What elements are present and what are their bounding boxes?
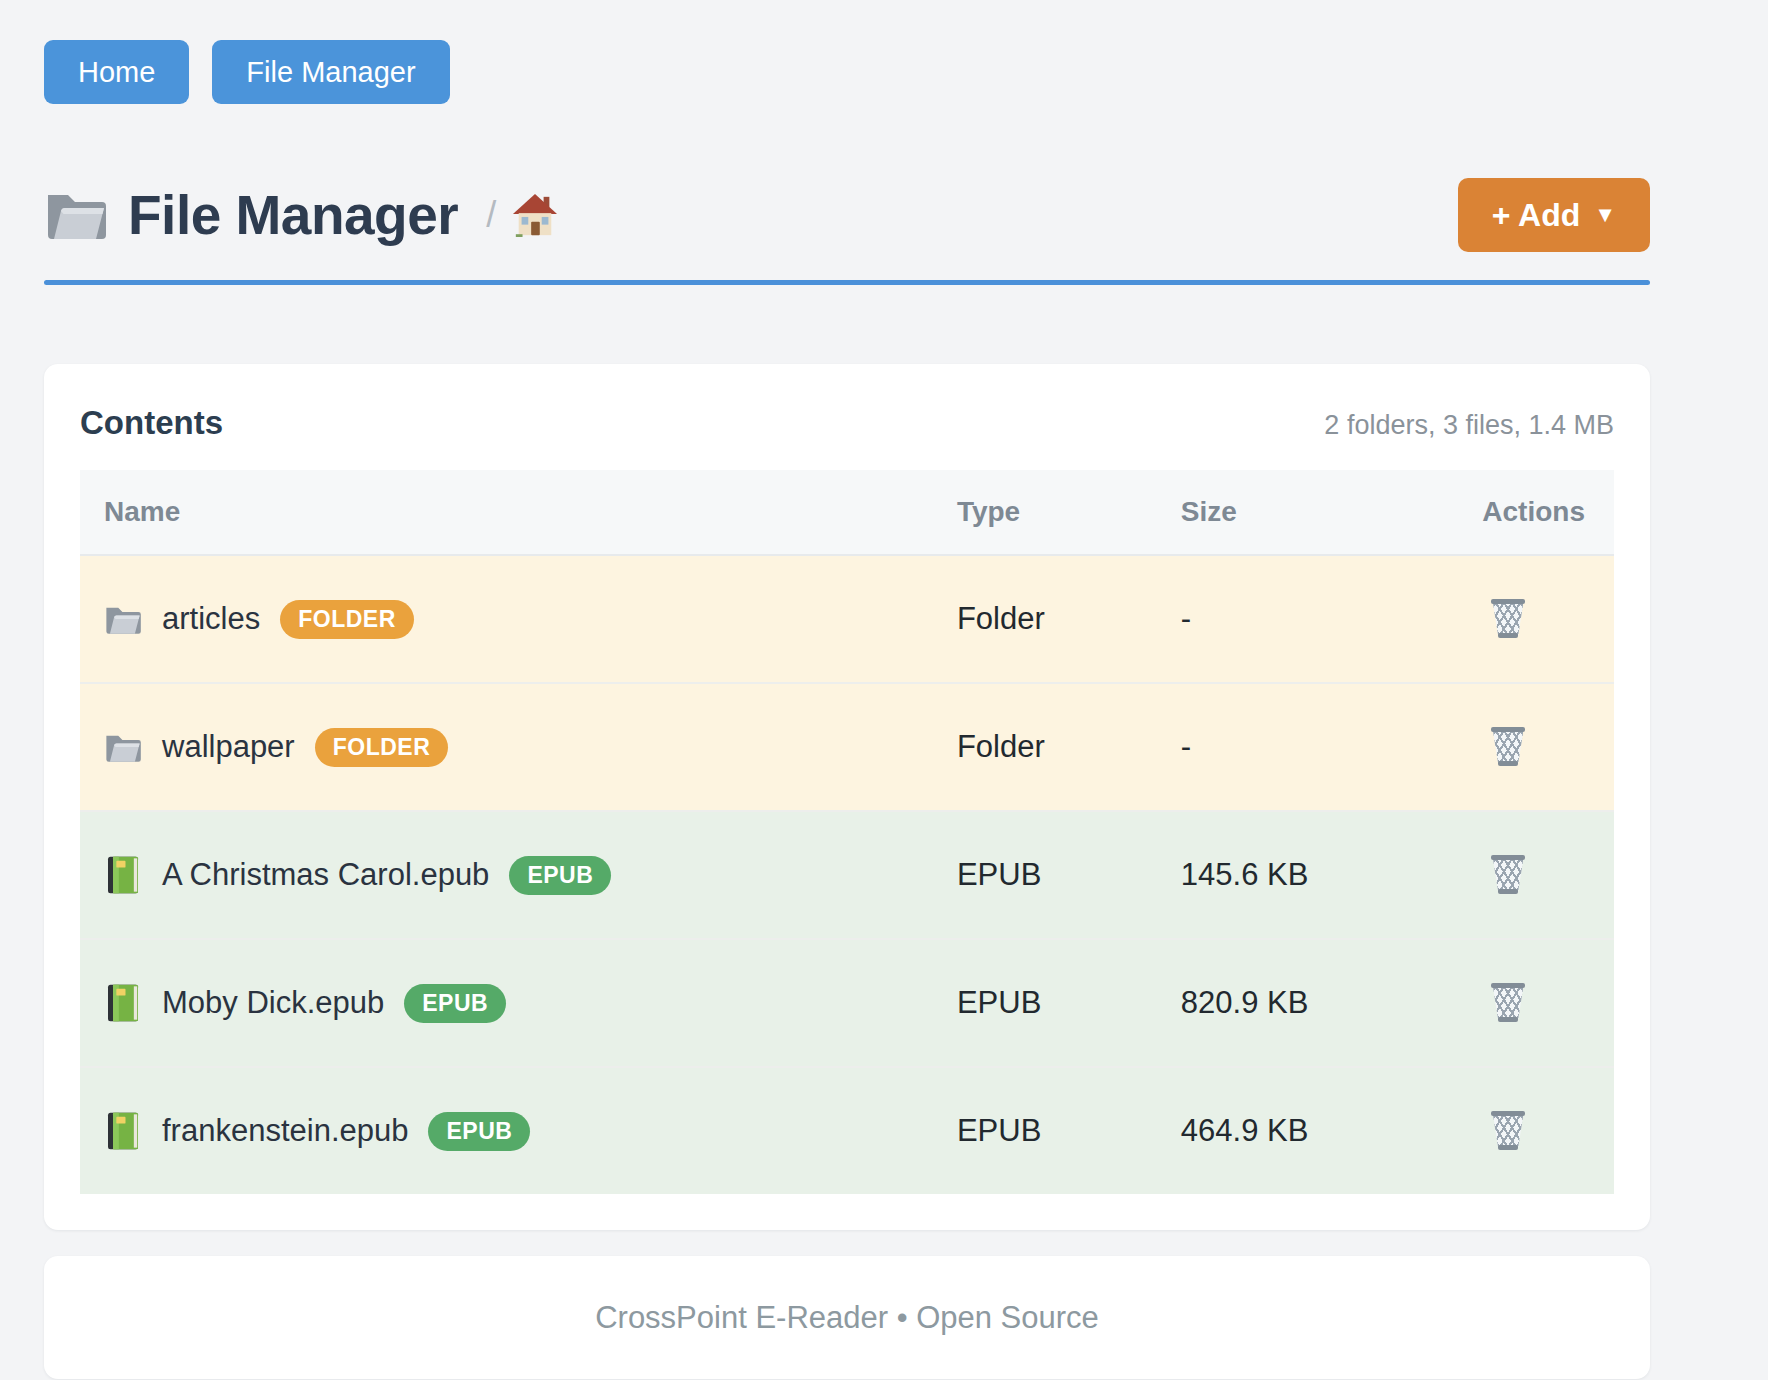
table-header-row: Name Type Size Actions: [80, 470, 1614, 555]
page-container: Home File Manager File Manager /: [44, 0, 1650, 1379]
page-header: File Manager / + Add ▼: [44, 178, 1650, 252]
folder-icon: [44, 187, 108, 243]
table-row[interactable]: wallpaper FOLDER Folder -: [80, 683, 1614, 811]
contents-heading: Contents: [80, 404, 223, 442]
column-header-size: Size: [1157, 470, 1402, 555]
house-icon[interactable]: [512, 193, 558, 237]
column-header-type: Type: [933, 470, 1157, 555]
trash-icon: [1488, 1108, 1528, 1150]
type-badge: EPUB: [509, 856, 611, 895]
file-type: Folder: [933, 555, 1157, 683]
file-size: 820.9 KB: [1157, 939, 1402, 1067]
file-name: frankenstein.epub: [162, 1113, 408, 1149]
add-button[interactable]: + Add ▼: [1458, 178, 1650, 252]
trash-icon: [1488, 724, 1528, 766]
footer-text: CrossPoint E-Reader • Open Source: [595, 1300, 1099, 1336]
file-table: Name Type Size Actions articles: [80, 470, 1614, 1194]
file-name: wallpaper: [162, 729, 295, 765]
trash-icon: [1488, 852, 1528, 894]
column-header-actions: Actions: [1402, 470, 1614, 555]
book-icon: [104, 983, 142, 1023]
nav-file-manager-button[interactable]: File Manager: [212, 40, 449, 104]
file-type: EPUB: [933, 811, 1157, 939]
footer-card: CrossPoint E-Reader • Open Source: [44, 1256, 1650, 1379]
type-badge: FOLDER: [280, 600, 414, 639]
table-row[interactable]: Moby Dick.epub EPUB EPUB 820.9 KB: [80, 939, 1614, 1067]
type-badge: EPUB: [404, 984, 506, 1023]
contents-card: Contents 2 folders, 3 files, 1.4 MB Name…: [44, 364, 1650, 1230]
column-header-name: Name: [80, 470, 933, 555]
breadcrumb-separator: /: [486, 194, 496, 236]
folder-icon: [104, 727, 142, 767]
book-icon: [104, 855, 142, 895]
file-size: -: [1157, 683, 1402, 811]
top-nav: Home File Manager: [44, 0, 1650, 104]
table-row[interactable]: frankenstein.epub EPUB EPUB 464.9 KB: [80, 1067, 1614, 1194]
file-type: Folder: [933, 683, 1157, 811]
file-name: Moby Dick.epub: [162, 985, 384, 1021]
table-body: articles FOLDER Folder -: [80, 555, 1614, 1194]
file-type: EPUB: [933, 1067, 1157, 1194]
delete-button[interactable]: [1484, 1104, 1532, 1157]
trash-icon: [1488, 596, 1528, 638]
file-name: articles: [162, 601, 260, 637]
add-button-label: + Add: [1492, 197, 1581, 234]
delete-button[interactable]: [1484, 848, 1532, 901]
trash-icon: [1488, 980, 1528, 1022]
title-divider: [44, 280, 1650, 285]
page-title: File Manager: [128, 183, 458, 247]
delete-button[interactable]: [1484, 720, 1532, 773]
contents-summary: 2 folders, 3 files, 1.4 MB: [1324, 410, 1614, 441]
delete-button[interactable]: [1484, 976, 1532, 1029]
file-size: -: [1157, 555, 1402, 683]
file-size: 464.9 KB: [1157, 1067, 1402, 1194]
chevron-down-icon: ▼: [1594, 204, 1616, 226]
table-row[interactable]: A Christmas Carol.epub EPUB EPUB 145.6 K…: [80, 811, 1614, 939]
file-name: A Christmas Carol.epub: [162, 857, 489, 893]
folder-icon: [104, 599, 142, 639]
delete-button[interactable]: [1484, 592, 1532, 645]
type-badge: FOLDER: [315, 728, 449, 767]
file-size: 145.6 KB: [1157, 811, 1402, 939]
file-type: EPUB: [933, 939, 1157, 1067]
contents-card-header: Contents 2 folders, 3 files, 1.4 MB: [80, 404, 1614, 442]
table-row[interactable]: articles FOLDER Folder -: [80, 555, 1614, 683]
type-badge: EPUB: [428, 1112, 530, 1151]
book-icon: [104, 1111, 142, 1151]
nav-home-button[interactable]: Home: [44, 40, 189, 104]
